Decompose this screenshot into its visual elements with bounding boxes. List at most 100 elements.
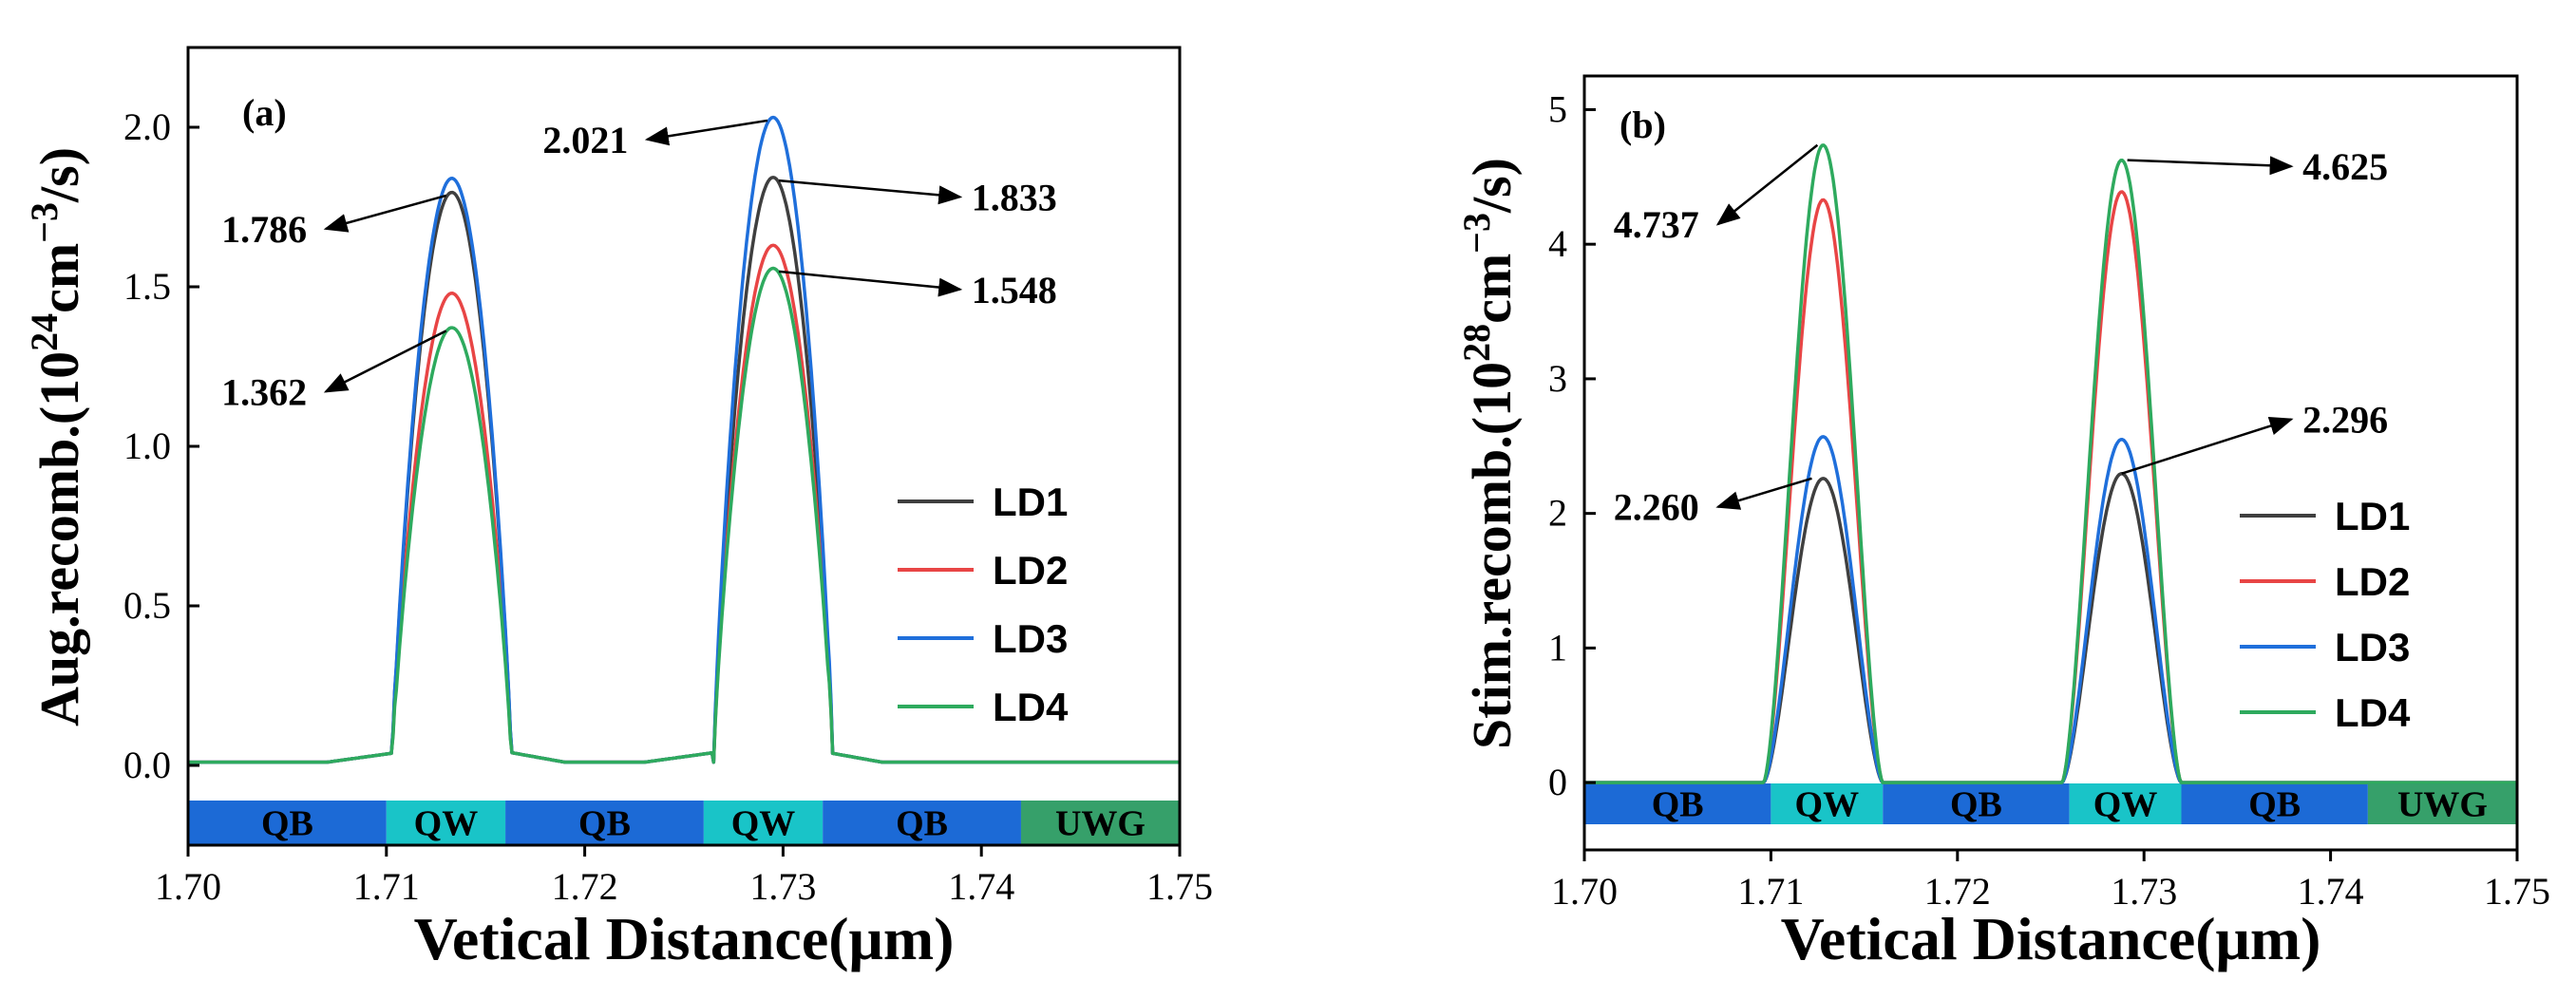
x-tick-label-1: 1.71 (353, 865, 420, 908)
region-qb-1 (1584, 783, 1771, 824)
region-label-4: QW (2093, 785, 2158, 825)
x-axis-label-a: Vetical Distance(μm) (414, 905, 955, 972)
y-axis-label-a: Aug.recomb.(1024cm−3/s) (23, 147, 90, 726)
plot-frame-b (1582, 74, 2519, 852)
y-axis-label-a-mid: cm (28, 243, 90, 313)
series-lines-a (187, 115, 1181, 764)
y-tick-label-4: 4 (1548, 222, 1567, 265)
annotation-arrow-4 (2121, 416, 2294, 475)
region-label-2: QW (1795, 785, 1860, 825)
legend-label-ld3: LD3 (993, 616, 1068, 661)
x-tick-label-0: 1.70 (1551, 870, 1618, 913)
legend-label-ld1: LD1 (2335, 494, 2410, 538)
annotation-label-3: 2.021 (542, 119, 628, 161)
region-label-2: QW (414, 804, 479, 844)
x-tick-label-0: 1.70 (155, 865, 221, 908)
y-axis-label-b-end: /s) (1461, 158, 1523, 214)
region-qb-5 (2181, 783, 2368, 824)
region-label-3: QB (578, 804, 631, 844)
annotation-arrow-5 (778, 270, 963, 297)
region-label-6: UWG (1055, 804, 1146, 844)
x-tick-label-2: 1.72 (552, 865, 618, 908)
region-qb-1 (188, 801, 387, 845)
legend-label-ld2: LD2 (993, 548, 1068, 593)
region-uwg-6 (1020, 801, 1180, 845)
y-axis-label-b-main: Stim.recomb.(10 (1461, 362, 1523, 749)
annotations-a: 1.786 1.362 2.021 1.833 1.548 (221, 119, 1057, 413)
annotation-arrow-3 (644, 119, 768, 146)
x-tick-label-4: 1.74 (948, 865, 1014, 908)
y-tick-label-1: 0.5 (123, 584, 171, 627)
panel-label-b: (b) (1619, 104, 1666, 146)
y-axis-label-b-exp1: 28 (1455, 324, 1498, 362)
region-label-1: QB (1652, 785, 1704, 825)
region-label-5: QB (896, 804, 948, 844)
region-label-3: QB (1950, 785, 2002, 825)
panel-label-a: (a) (242, 91, 287, 134)
y-tick-label-0: 0 (1548, 761, 1567, 803)
chart-panel-a: QB QW QB QW QB UWG 0.00.51.01.52.0 1.70 1.71 1.… (23, 46, 1213, 972)
annotation-arrow-2 (323, 330, 447, 393)
y-axis-label-b-exp2: −3 (1455, 213, 1498, 254)
region-qw-4 (2069, 783, 2182, 824)
annotation-label-2: 1.362 (221, 370, 307, 413)
y-axis-label-a-exp2: −3 (23, 202, 66, 243)
legend-label-ld4: LD4 (993, 685, 1069, 729)
y-axis-label-b: Stim.recomb.(1028cm−3/s) (1455, 158, 1523, 749)
region-label-4: QW (731, 804, 796, 844)
y-axis-label-a-main: Aug.recomb.(10 (28, 351, 90, 726)
annotation-label-3: 2.260 (1614, 486, 1699, 529)
x-axis-label-b: Vetical Distance(μm) (1781, 905, 2321, 972)
legend-label-ld2: LD2 (2335, 559, 2410, 604)
annotations-b: 4.737 4.625 2.260 2.296 (1614, 143, 2388, 529)
legend-b: LD1 LD2 LD3 LD4 (2240, 494, 2411, 735)
region-qb-5 (823, 801, 1021, 845)
x-tick-label-1: 1.71 (1737, 870, 1804, 913)
series-lines-b (1583, 143, 2518, 784)
series-line-ld4 (1583, 143, 2518, 784)
y-tick-label-2: 2 (1548, 492, 1567, 535)
region-qw-2 (1771, 783, 1884, 824)
y-axis-label-b-mid: cm (1461, 254, 1523, 324)
annotation-label-4: 1.833 (972, 176, 1057, 218)
x-axis-ticks-b: 1.70 1.71 1.72 1.73 1.74 1.75 (1551, 850, 2550, 913)
annotation-arrow-3 (1715, 477, 1812, 510)
y-tick-label-1: 1 (1548, 626, 1567, 669)
series-line-ld1 (187, 176, 1181, 764)
y-tick-label-5: 5 (1548, 87, 1567, 130)
annotation-arrow-2 (2127, 156, 2294, 176)
x-tick-label-5: 1.75 (2484, 870, 2550, 913)
legend-label-ld3: LD3 (2335, 625, 2410, 669)
region-bar-a: QB QW QB QW QB UWG (188, 801, 1180, 845)
y-tick-label-0: 0.0 (123, 744, 171, 786)
legend-label-ld1: LD1 (993, 480, 1068, 524)
series-line-ld4 (187, 266, 1181, 764)
x-axis-ticks-a: 1.70 1.71 1.72 1.73 1.74 1.75 (155, 845, 1213, 908)
y-tick-label-4: 2.0 (123, 105, 171, 148)
annotation-label-2: 4.625 (2302, 145, 2388, 188)
annotation-label-1: 1.786 (221, 208, 307, 251)
y-axis-ticks-a: 0.0 0.5 1.0 1.5 2.0 (123, 105, 199, 786)
y-tick-label-2: 1.0 (123, 424, 171, 467)
y-axis-label-a-end: /s) (28, 147, 90, 203)
y-axis-label-a-exp1: 24 (23, 313, 66, 351)
region-qb-3 (505, 801, 704, 845)
annotation-arrow-1 (1715, 143, 1819, 226)
region-bar-b: QB QW QB QW QB UWG (1584, 783, 2517, 825)
y-tick-label-3: 1.5 (123, 265, 171, 308)
annotation-label-5: 1.548 (972, 269, 1057, 311)
region-label-5: QB (2248, 785, 2301, 825)
x-tick-label-3: 1.73 (749, 865, 816, 908)
annotation-arrow-4 (778, 179, 963, 205)
x-tick-label-3: 1.73 (2111, 870, 2177, 913)
annotation-arrow-1 (323, 194, 447, 233)
y-axis-ticks-b: 0 1 2 3 4 5 (1548, 87, 1596, 803)
annotation-label-4: 2.296 (2302, 399, 2388, 442)
x-tick-label-2: 1.72 (1924, 870, 1991, 913)
x-tick-label-5: 1.75 (1146, 865, 1213, 908)
region-uwg-6 (2367, 783, 2517, 824)
legend-label-ld4: LD4 (2335, 690, 2411, 735)
region-qw-2 (386, 801, 506, 845)
